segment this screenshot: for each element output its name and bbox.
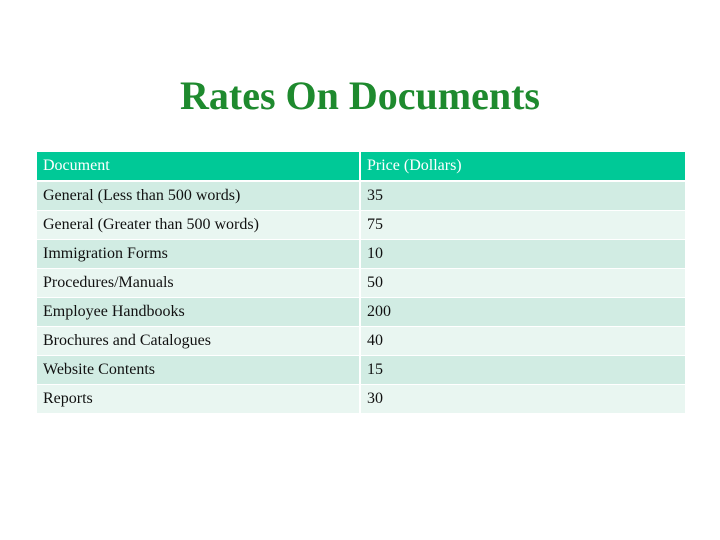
price-cell: 15	[359, 355, 685, 385]
document-cell: Brochures and Catalogues	[37, 326, 360, 356]
document-cell: Employee Handbooks	[37, 297, 360, 327]
header-price: Price (Dollars)	[359, 152, 685, 182]
document-cell: General (Less than 500 words)	[37, 181, 360, 211]
header-document: Document	[37, 152, 360, 182]
document-cell: Website Contents	[37, 355, 360, 385]
table-row: Immigration Forms 10	[37, 239, 685, 269]
document-cell: Reports	[37, 384, 360, 414]
price-cell: 40	[359, 326, 685, 356]
page-title: Rates On Documents	[180, 73, 540, 118]
price-cell: 200	[359, 297, 685, 327]
table-row: Employee Handbooks 200	[37, 297, 685, 327]
table-row: Procedures/Manuals 50	[37, 268, 685, 298]
document-cell: General (Greater than 500 words)	[37, 210, 360, 240]
table-row: Reports 30	[37, 384, 685, 414]
price-cell: 10	[359, 239, 685, 269]
table-header-row: Document Price (Dollars)	[37, 152, 685, 182]
table-row: Website Contents 15	[37, 355, 685, 385]
price-cell: 50	[359, 268, 685, 298]
price-cell: 35	[359, 181, 685, 211]
price-cell: 75	[359, 210, 685, 240]
document-cell: Immigration Forms	[37, 239, 360, 269]
price-cell: 30	[359, 384, 685, 414]
table-row: Brochures and Catalogues 40	[37, 326, 685, 356]
table-row: General (Less than 500 words) 35	[37, 181, 685, 211]
document-cell: Procedures/Manuals	[37, 268, 360, 298]
rates-table: Document Price (Dollars) General (Less t…	[37, 152, 685, 414]
table-row: General (Greater than 500 words) 75	[37, 210, 685, 240]
